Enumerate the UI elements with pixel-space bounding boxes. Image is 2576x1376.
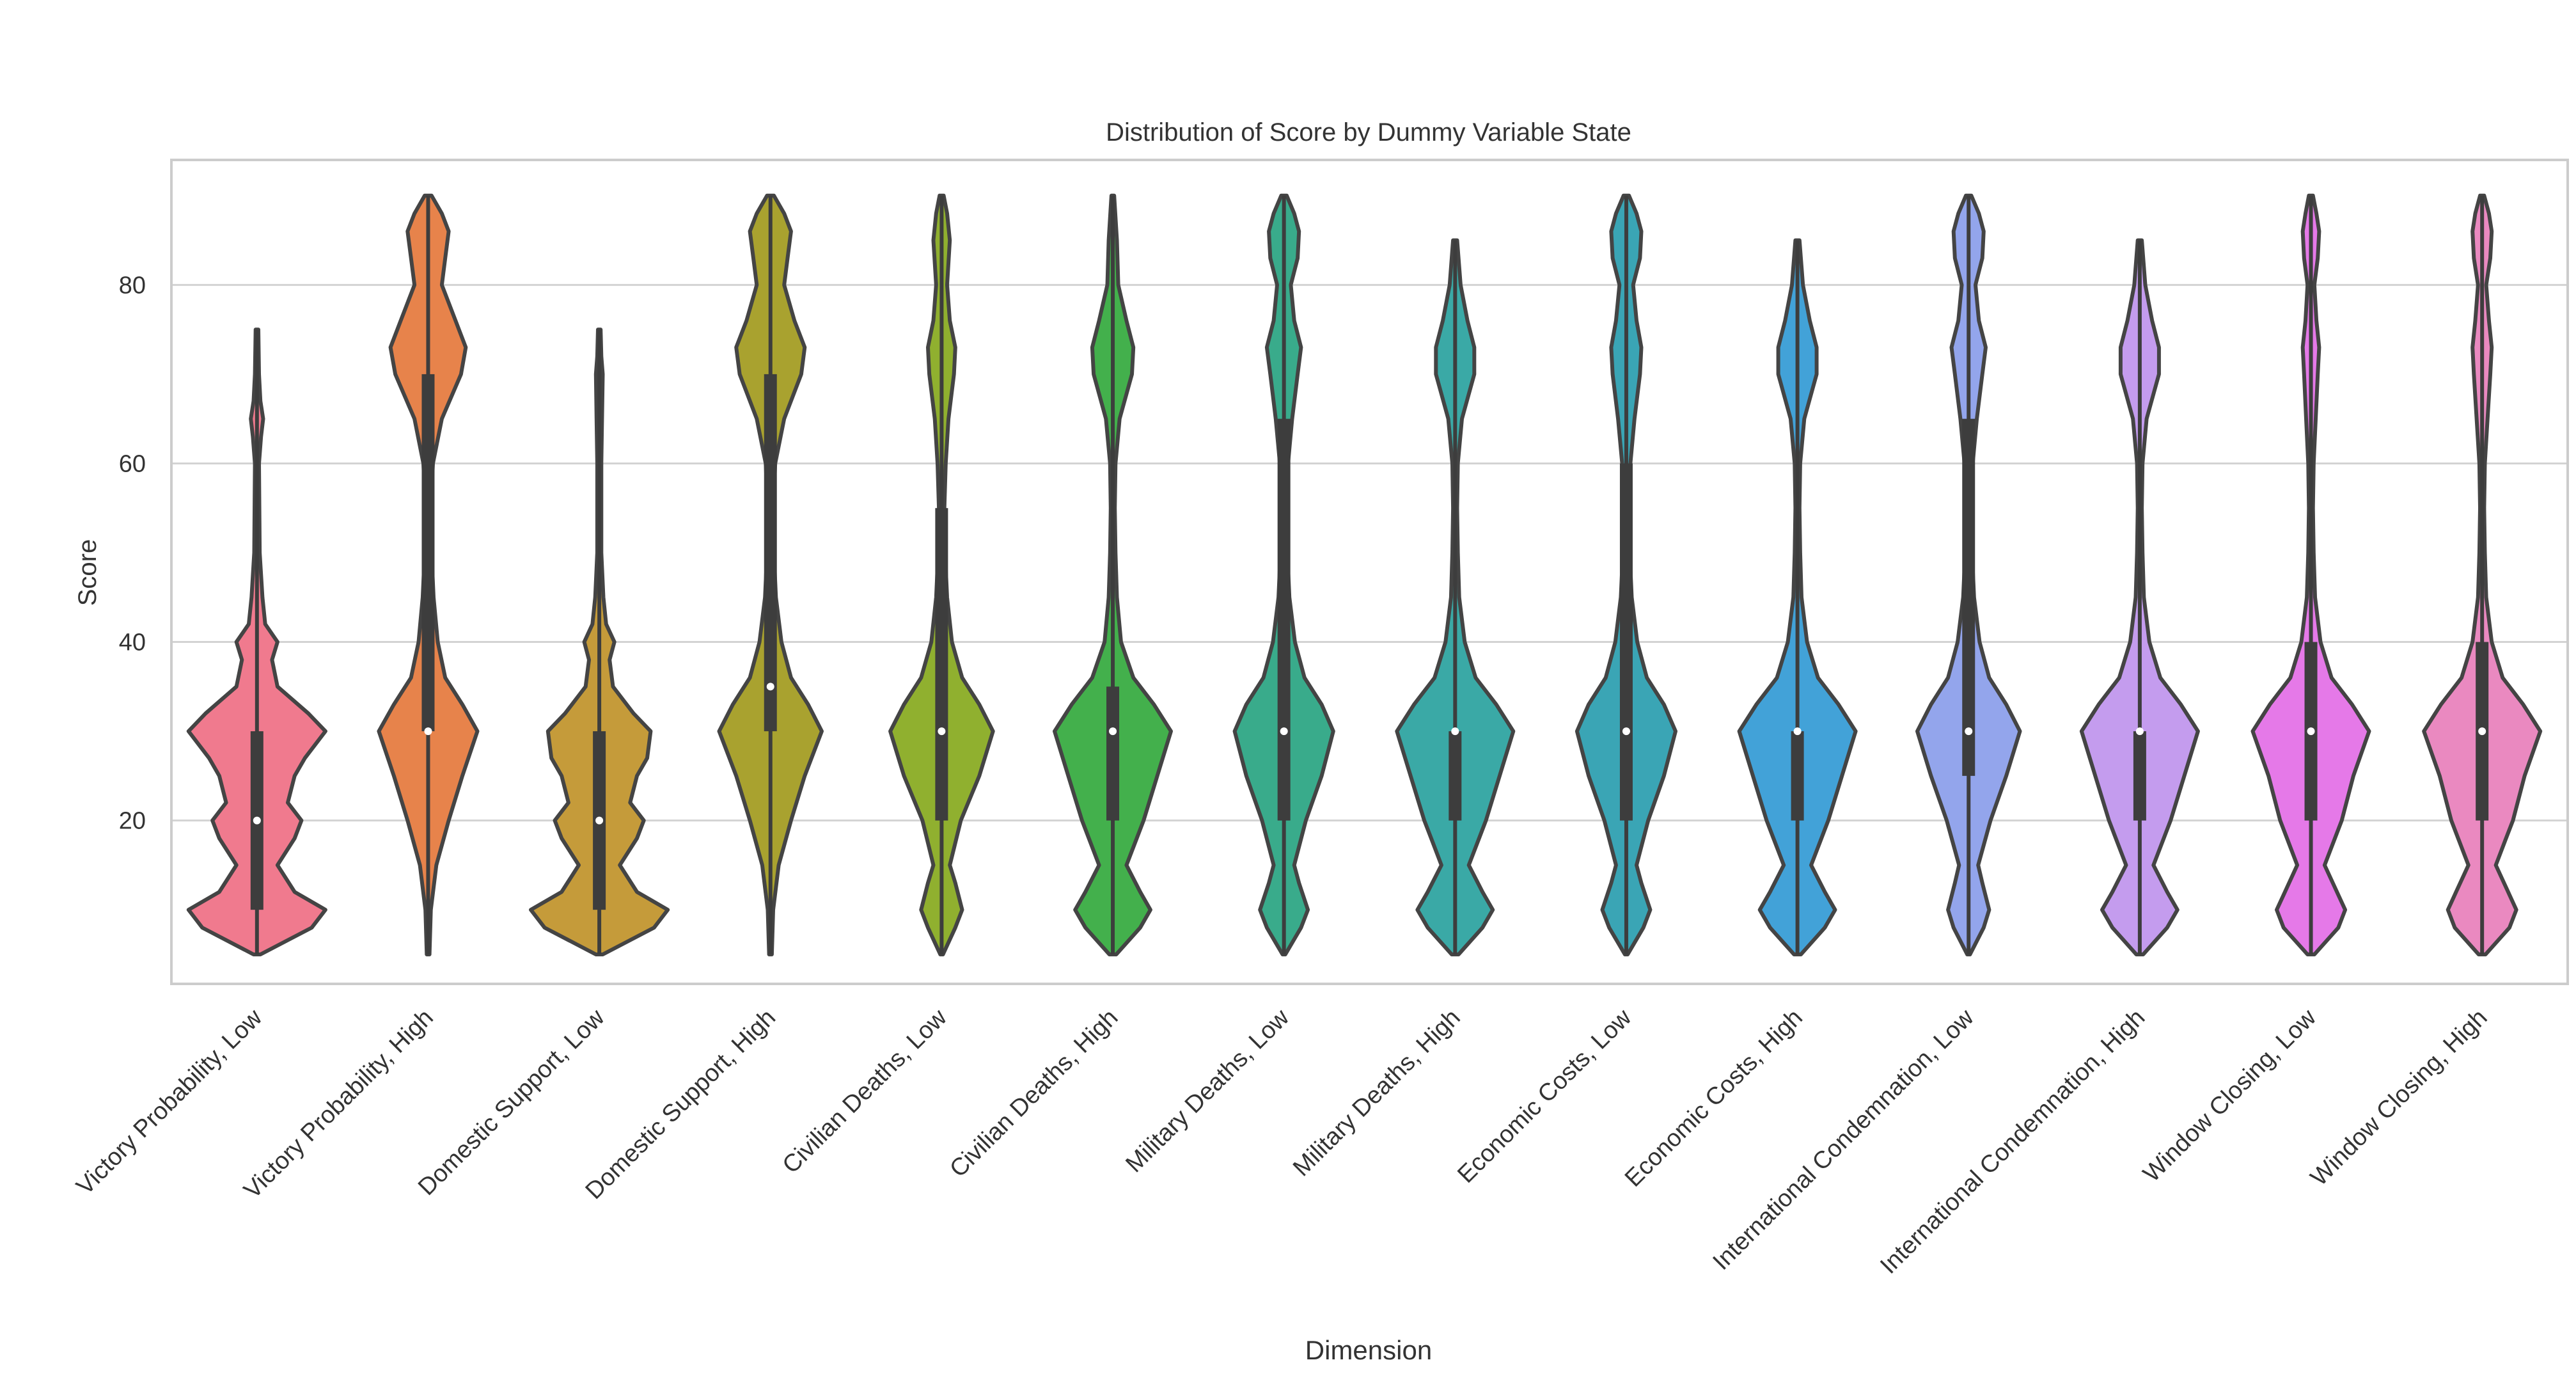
violin-iqr-box xyxy=(421,374,435,732)
violin-9 xyxy=(1575,193,1677,956)
y-tick-label: 20 xyxy=(119,808,146,835)
violin-iqr-box xyxy=(1449,731,1462,821)
violin-iqr-box xyxy=(1277,418,1291,821)
violin-3 xyxy=(529,328,670,956)
violin-10 xyxy=(1737,238,1858,956)
violin-8 xyxy=(1395,238,1516,956)
violin-median-dot xyxy=(424,727,432,736)
y-tick-labels: 20 40 60 80 xyxy=(119,272,146,834)
y-axis-label: Score xyxy=(74,539,102,606)
violin-1 xyxy=(186,328,327,956)
violin-median-dot xyxy=(766,683,774,691)
violin-median-dot xyxy=(1622,727,1630,736)
violin-median-dot xyxy=(2307,727,2315,736)
violin-median-dot xyxy=(595,816,604,825)
violin-7 xyxy=(1232,193,1335,956)
y-tick-label: 60 xyxy=(119,450,146,477)
plot-area-frame xyxy=(170,159,2569,985)
violin-iqr-box xyxy=(935,508,948,821)
violin-median-dot xyxy=(2478,727,2486,736)
violin-4 xyxy=(717,193,824,956)
violin-iqr-box xyxy=(1619,463,1633,821)
violin-iqr-box xyxy=(2133,731,2146,821)
y-tick-label: 80 xyxy=(119,272,146,299)
violin-iqr-box xyxy=(1106,686,1120,821)
chart-title: Distribution of Score by Dummy Variable … xyxy=(1106,118,1631,146)
violin-median-dot xyxy=(1965,727,1973,736)
violin-2 xyxy=(377,193,480,956)
violin-11 xyxy=(1915,193,2022,956)
violin-median-dot xyxy=(1280,727,1288,736)
violin-6 xyxy=(1053,193,1173,956)
violin-median-dot xyxy=(2135,727,2144,736)
violin-median-dot xyxy=(1451,727,1459,736)
violin-12 xyxy=(2079,238,2200,956)
violins-group xyxy=(186,193,2543,956)
violin-14 xyxy=(2422,193,2543,956)
violin-iqr-box xyxy=(1962,418,1975,776)
y-tick-label: 40 xyxy=(119,629,146,656)
violin-iqr-box xyxy=(764,374,777,732)
violin-median-dot xyxy=(938,727,946,736)
violin-13 xyxy=(2250,193,2371,956)
violin-median-dot xyxy=(1109,727,1117,736)
violin-5 xyxy=(888,193,995,956)
x-axis-label: Dimension xyxy=(1305,1335,1432,1365)
violin-median-dot xyxy=(253,816,261,825)
violin-median-dot xyxy=(1793,727,1802,736)
violin-iqr-box xyxy=(1791,731,1804,821)
